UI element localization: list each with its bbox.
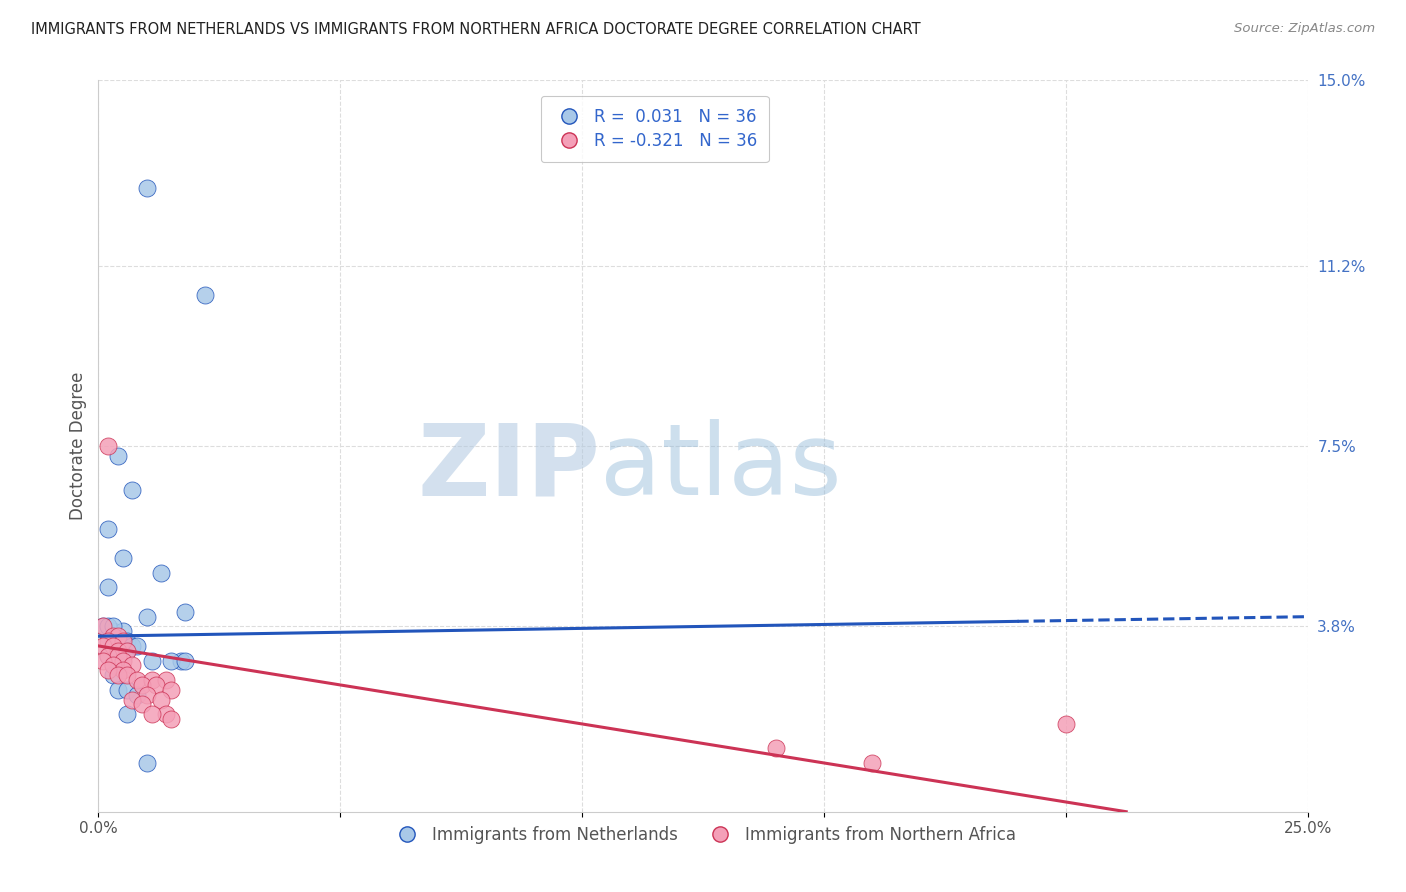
Point (91, 619, 114, 633)
Point (107, 629, 129, 643)
Point (160, 712, 183, 726)
Point (91, 654, 114, 668)
Point (174, 654, 197, 668)
Point (101, 634, 124, 648)
Point (111, 634, 134, 648)
Point (860, 756, 883, 770)
Point (101, 639, 124, 653)
Point (121, 483, 143, 497)
Point (111, 654, 134, 668)
Point (101, 619, 124, 633)
Point (135, 688, 157, 702)
Point (145, 678, 167, 692)
Text: Source: ZipAtlas.com: Source: ZipAtlas.com (1234, 22, 1375, 36)
Point (765, 741, 787, 756)
Point (141, 673, 163, 687)
Point (150, 566, 173, 580)
Point (97, 648, 120, 663)
Point (117, 634, 139, 648)
Text: IMMIGRANTS FROM NETHERLANDS VS IMMIGRANTS FROM NORTHERN AFRICA DOCTORATE DEGREE : IMMIGRANTS FROM NETHERLANDS VS IMMIGRANT… (31, 22, 921, 37)
Point (121, 658, 143, 673)
Point (97, 619, 120, 633)
Point (135, 756, 157, 770)
Legend: Immigrants from Netherlands, Immigrants from Northern Africa: Immigrants from Netherlands, Immigrants … (384, 820, 1022, 851)
Point (107, 648, 129, 663)
Point (97, 629, 120, 643)
Point (101, 658, 124, 673)
Point (155, 673, 177, 687)
Point (101, 629, 124, 643)
Point (150, 692, 173, 706)
Point (141, 707, 163, 722)
Point (127, 639, 149, 653)
Point (160, 654, 183, 668)
Y-axis label: Doctorate Degree: Doctorate Degree (69, 372, 87, 520)
Point (97, 663, 120, 677)
Point (97, 522, 120, 536)
Point (135, 180, 157, 194)
Point (91, 639, 114, 653)
Point (97, 581, 120, 595)
Point (111, 551, 134, 566)
Point (111, 663, 134, 677)
Point (97, 648, 120, 663)
Point (107, 668, 129, 682)
Point (127, 673, 149, 687)
Point (101, 658, 124, 673)
Point (131, 698, 153, 712)
Point (155, 707, 177, 722)
Point (174, 605, 197, 619)
Point (194, 288, 217, 302)
Point (101, 668, 124, 682)
Point (117, 707, 139, 722)
Point (97, 439, 120, 453)
Point (117, 644, 139, 658)
Point (141, 654, 163, 668)
Point (135, 609, 157, 624)
Point (121, 692, 143, 706)
Point (107, 658, 129, 673)
Point (97, 634, 120, 648)
Point (127, 688, 149, 702)
Point (1054, 717, 1077, 731)
Point (101, 624, 124, 639)
Point (111, 624, 134, 639)
Point (107, 644, 129, 658)
Point (101, 639, 124, 653)
Point (107, 644, 129, 658)
Point (117, 644, 139, 658)
Point (107, 449, 129, 463)
Point (117, 668, 139, 682)
Point (169, 654, 191, 668)
Point (131, 678, 153, 692)
Point (91, 619, 114, 633)
Text: ZIP: ZIP (418, 419, 600, 516)
Point (121, 639, 143, 653)
Point (117, 682, 139, 697)
Point (107, 682, 129, 697)
Text: atlas: atlas (600, 419, 842, 516)
Point (160, 682, 183, 697)
